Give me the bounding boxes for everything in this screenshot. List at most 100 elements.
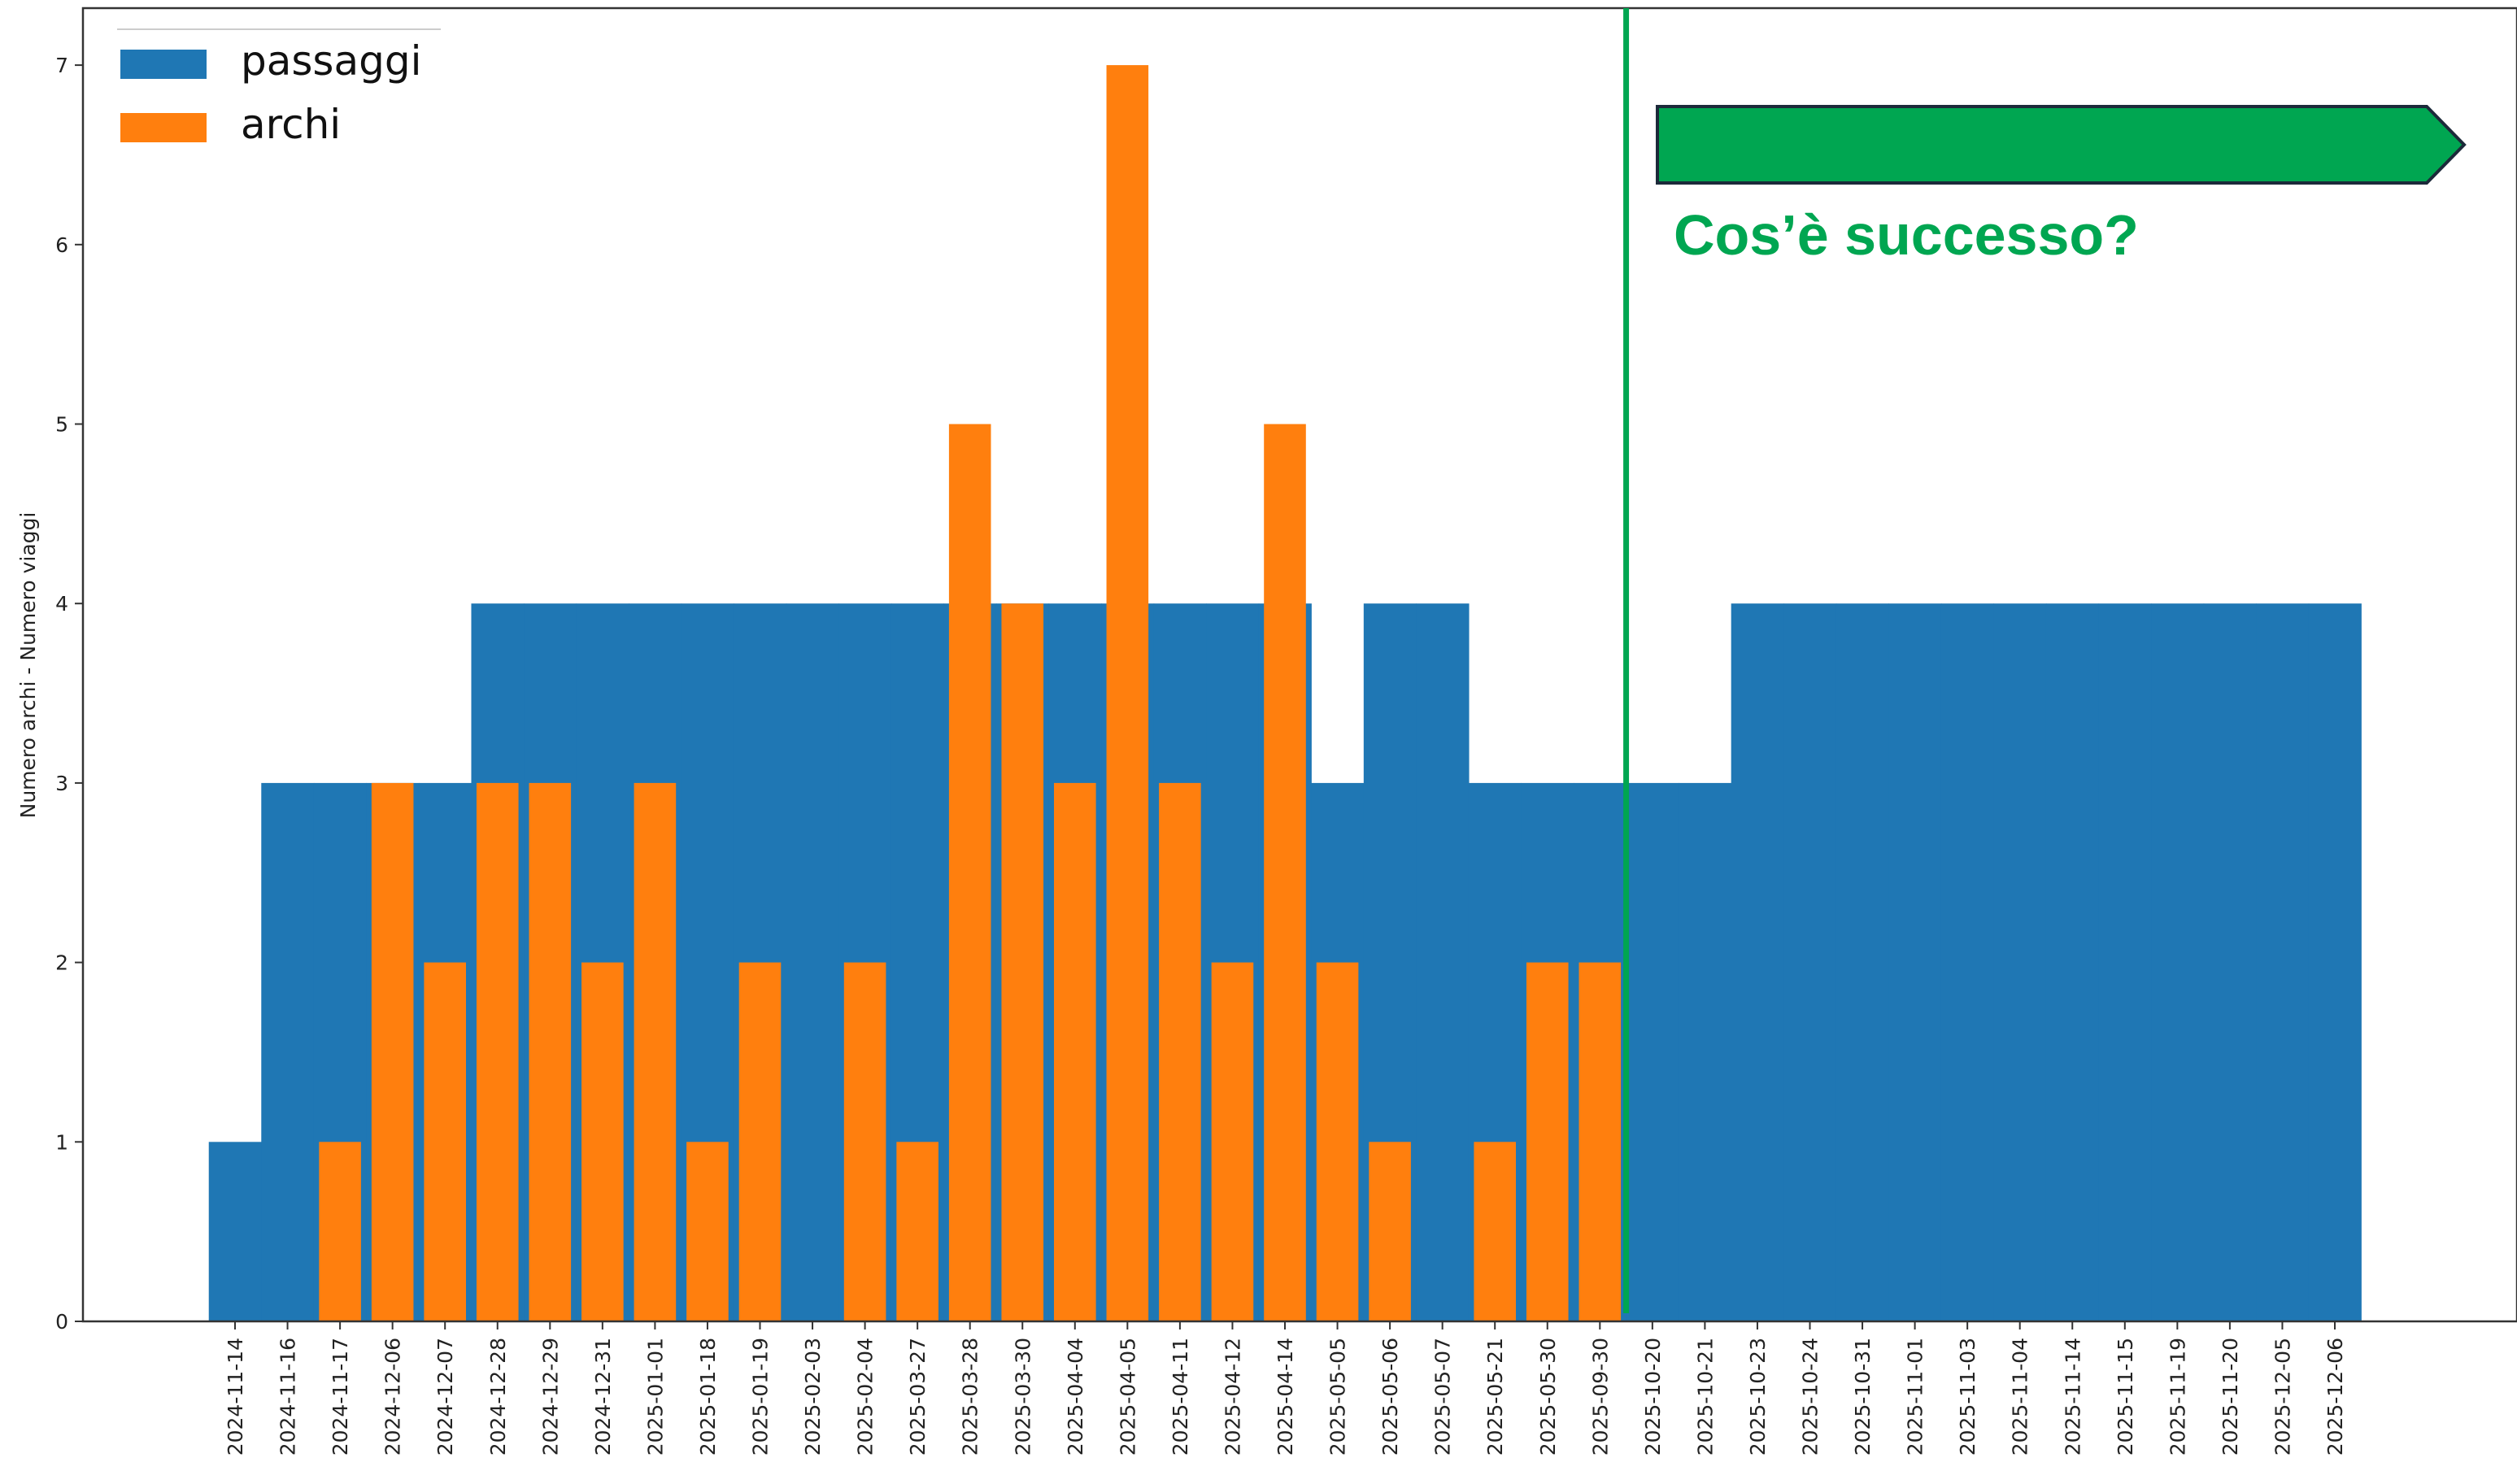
archi-bar [896, 1142, 938, 1321]
x-tick-label: 2024-11-16 [277, 1338, 300, 1456]
arrow-shape [1656, 105, 2467, 185]
x-tick-label: 2025-10-31 [1851, 1338, 1875, 1456]
y-tick-label: 5 [55, 413, 68, 437]
x-tick-label: 2025-05-07 [1431, 1338, 1455, 1456]
x-tick-label: 2025-04-12 [1221, 1338, 1244, 1456]
x-tick-label: 2025-11-01 [1904, 1338, 1927, 1456]
archi-bar [634, 782, 677, 1321]
archi-bar [686, 1142, 729, 1321]
archi-bar [1001, 603, 1044, 1321]
legend: passaggi archi [117, 28, 441, 148]
x-tick-label: 2025-05-21 [1483, 1338, 1507, 1456]
annotation-text: Cos’è successo? [1674, 203, 2139, 267]
archi-bar [1474, 1142, 1516, 1321]
x-tick-label: 2025-11-20 [2219, 1338, 2242, 1456]
passaggi-bar [2098, 603, 2152, 1321]
y-tick-label: 6 [55, 233, 68, 257]
x-tick-label: 2024-12-28 [486, 1338, 510, 1456]
x-tick-label: 2025-03-27 [906, 1338, 930, 1456]
y-tick-label: 4 [55, 592, 68, 616]
passaggi-bar [786, 603, 839, 1321]
passaggi-bar [1679, 782, 1732, 1321]
y-tick-label: 3 [55, 772, 68, 795]
x-tick-label: 2025-11-15 [2114, 1338, 2137, 1456]
archi-bar [476, 782, 519, 1321]
x-tick-label: 2025-10-23 [1746, 1338, 1770, 1456]
x-tick-label: 2025-02-04 [854, 1338, 877, 1456]
x-tick-label: 2025-10-24 [1799, 1338, 1822, 1456]
x-tick-label: 2025-01-18 [696, 1338, 720, 1456]
legend-label-passaggi: passaggi [241, 37, 422, 85]
archi-bar [319, 1142, 361, 1321]
passaggi-bar [2308, 603, 2362, 1321]
passaggi-bar [1783, 603, 1837, 1321]
x-tick-label: 2025-12-05 [2271, 1338, 2294, 1456]
archi-bar [1159, 782, 1201, 1321]
x-tick-label: 2024-12-06 [381, 1338, 405, 1456]
archi-bar [1054, 782, 1096, 1321]
passaggi-bar [2045, 603, 2100, 1321]
archi-bar [1526, 962, 1569, 1321]
x-tick-label: 2024-11-17 [329, 1338, 352, 1456]
y-tick-label: 2 [55, 951, 68, 975]
passaggi-bar [1993, 603, 2047, 1321]
archi-bar [948, 424, 991, 1321]
legend-swatch-archi [120, 113, 207, 142]
x-tick-label: 2025-12-06 [2323, 1338, 2347, 1456]
passaggi-bar [1416, 603, 1470, 1321]
x-tick-label: 2025-02-03 [801, 1338, 825, 1456]
x-tick-label: 2024-12-31 [591, 1338, 615, 1456]
archi-bar [1579, 962, 1622, 1321]
y-axis-label: Numero archi - Numero viaggi [16, 512, 40, 819]
x-tick-label: 2025-05-06 [1378, 1338, 1402, 1456]
y-axis: 0 1 2 3 4 5 6 7 [55, 54, 83, 1334]
passaggi-bar [261, 782, 315, 1321]
y-tick-label: 0 [55, 1310, 68, 1334]
passaggi-bar [2151, 603, 2205, 1321]
archi-bar [738, 962, 782, 1321]
archi-bar [529, 782, 572, 1321]
legend-swatch-passaggi [120, 50, 207, 79]
x-tick-label: 2025-10-20 [1641, 1338, 1665, 1456]
x-tick-label: 2025-05-05 [1326, 1338, 1350, 1456]
archi-bar [1106, 65, 1149, 1322]
x-tick-label: 2024-12-29 [538, 1338, 562, 1456]
x-tick-label: 2025-03-30 [1011, 1338, 1034, 1456]
x-tick-label: 2025-04-14 [1274, 1338, 1297, 1456]
x-axis: 2024-11-14 2024-11-16 2024-11-17 2024-12-06… [224, 1321, 2347, 1456]
passaggi-bar [2256, 603, 2310, 1321]
x-tick-label: 2025-09-30 [1588, 1338, 1612, 1456]
x-tick-label: 2025-11-19 [2166, 1338, 2189, 1456]
x-tick-label: 2025-04-05 [1116, 1338, 1139, 1456]
passaggi-bar [1835, 603, 1889, 1321]
archi-bar [1264, 424, 1306, 1321]
passaggi-bar [1940, 603, 1995, 1321]
y-tick-label: 1 [55, 1130, 68, 1154]
passaggi-bar [1731, 603, 1784, 1321]
archi-series [319, 65, 1622, 1322]
x-tick-label: 2025-04-11 [1169, 1338, 1192, 1456]
passaggi-bar [1626, 782, 1679, 1321]
archi-bar [1211, 962, 1254, 1321]
plot-frame [81, 7, 2517, 1323]
x-tick-label: 2025-01-01 [643, 1338, 667, 1456]
x-tick-label: 2025-05-30 [1536, 1338, 1560, 1456]
x-tick-label: 2025-03-28 [959, 1338, 982, 1456]
archi-bar [424, 962, 466, 1321]
x-tick-label: 2025-01-19 [749, 1338, 773, 1456]
archi-bar [843, 962, 886, 1321]
legend-label-archi: archi [241, 101, 341, 148]
archi-bar [1369, 1142, 1411, 1321]
passaggi-bar [1888, 603, 1942, 1321]
x-tick-label: 2025-11-04 [2009, 1338, 2032, 1456]
x-tick-label: 2025-11-14 [2061, 1338, 2084, 1456]
x-tick-label: 2025-11-03 [1956, 1338, 1979, 1456]
x-tick-label: 2024-11-14 [224, 1338, 247, 1456]
x-tick-label: 2025-04-04 [1064, 1338, 1087, 1456]
archi-bar [581, 962, 624, 1321]
x-tick-label: 2025-10-21 [1693, 1338, 1717, 1456]
y-tick-label: 7 [55, 54, 68, 77]
x-tick-label: 2024-12-07 [433, 1338, 457, 1456]
passaggi-bar [208, 1142, 262, 1321]
